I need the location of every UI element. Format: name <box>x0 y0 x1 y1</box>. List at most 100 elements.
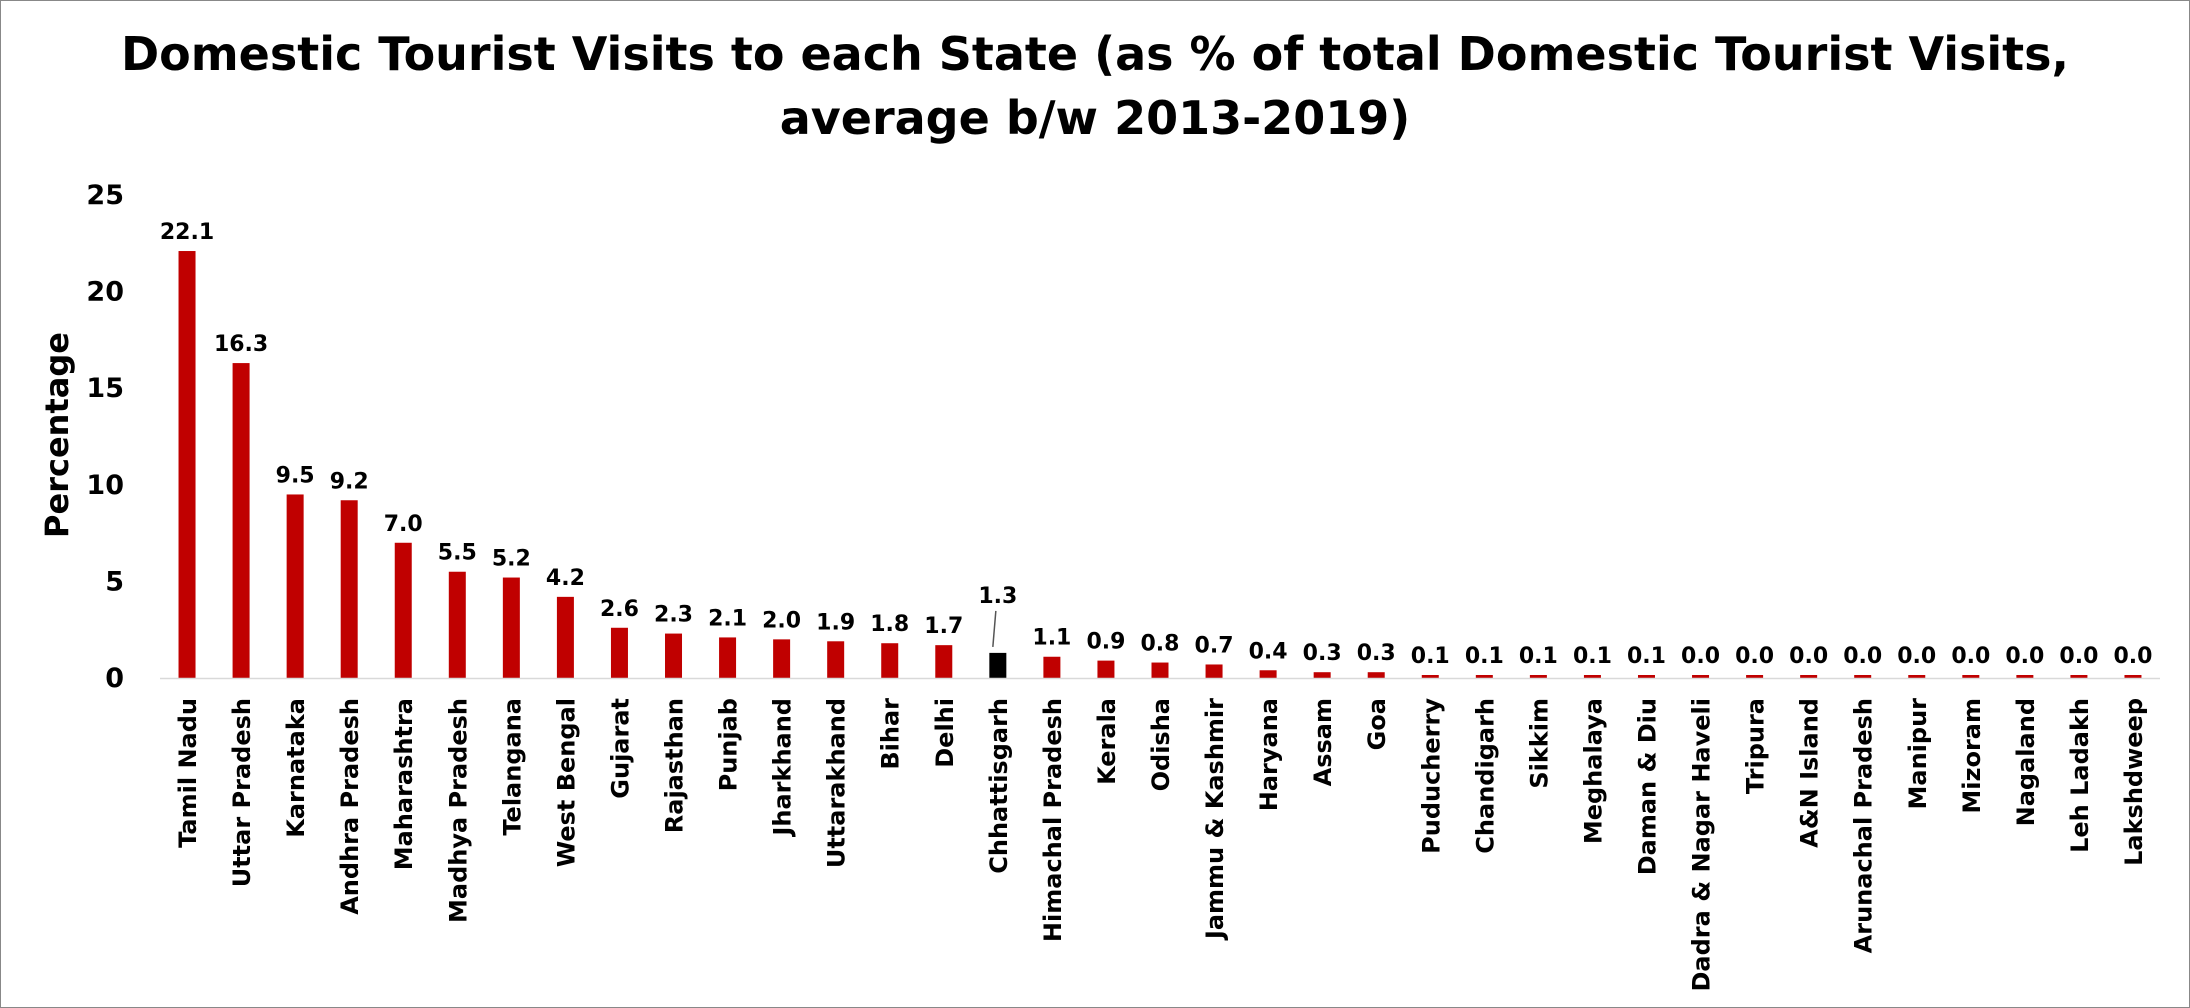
bar <box>773 639 791 678</box>
chart-title: Domestic Tourist Visits to each State (a… <box>0 22 2190 150</box>
category-label: Odisha <box>1147 698 1175 791</box>
bar <box>1313 672 1331 678</box>
bar <box>1962 675 1980 678</box>
data-label: 0.7 <box>1195 633 1234 658</box>
y-axis: 0 5 10 15 20 25 <box>86 180 124 694</box>
y-tick-label: 0 <box>105 663 124 694</box>
data-label: 0.0 <box>1897 644 1936 669</box>
bar <box>1205 664 1223 678</box>
data-label: 4.2 <box>546 566 585 591</box>
bar <box>2070 675 2088 678</box>
bar <box>286 494 304 678</box>
data-label: 0.0 <box>1735 644 1774 669</box>
bar <box>448 571 466 678</box>
bar <box>340 500 358 678</box>
category-label: Leh Ladakh <box>2066 698 2094 853</box>
bar <box>1151 662 1169 678</box>
bar <box>1367 672 1385 678</box>
data-label: 0.0 <box>2059 644 2098 669</box>
bars <box>178 251 2142 678</box>
data-label: 0.0 <box>1951 644 1990 669</box>
category-label: Tamil Nadu <box>174 698 202 848</box>
data-label: 5.5 <box>438 541 477 566</box>
bar <box>935 645 953 678</box>
bar <box>1746 675 1764 678</box>
category-label: Bihar <box>877 698 905 770</box>
data-label: 1.1 <box>1032 626 1071 651</box>
category-labels: Tamil Nadu Uttar Pradesh Karnataka Andhra P… <box>174 698 2148 992</box>
data-label: 0.3 <box>1357 641 1396 666</box>
category-label: Maharashtra <box>390 698 418 870</box>
data-label: 1.3 <box>978 584 1017 609</box>
data-label: 0.0 <box>1789 644 1828 669</box>
category-label: Daman & Diu <box>1633 698 1661 875</box>
category-label: Telangana <box>498 698 526 836</box>
bar <box>232 363 250 678</box>
bar <box>610 627 628 678</box>
category-label: Himachal Pradesh <box>1039 698 1067 942</box>
bar <box>556 596 574 678</box>
bar <box>1908 675 1926 678</box>
bar <box>2016 675 2034 678</box>
data-label: 0.1 <box>1465 644 1504 669</box>
category-label: Lakshdweep <box>2120 698 2148 866</box>
data-label: 0.0 <box>1843 644 1882 669</box>
data-label: 0.3 <box>1303 641 1342 666</box>
bar <box>1043 656 1061 678</box>
category-label: Madhya Pradesh <box>444 698 472 923</box>
data-label-leader <box>992 610 997 647</box>
bar <box>1421 675 1439 678</box>
bar <box>989 652 1007 678</box>
data-label: 0.0 <box>2005 644 2044 669</box>
category-label: Nagaland <box>2012 698 2040 826</box>
data-label: 0.9 <box>1086 630 1125 655</box>
category-label: Sikkim <box>1525 698 1553 789</box>
y-tick-label: 10 <box>86 470 124 501</box>
bar <box>1692 675 1710 678</box>
category-label: Arunachal Pradesh <box>1850 698 1878 953</box>
data-label: 0.1 <box>1519 644 1558 669</box>
data-label: 9.5 <box>276 463 315 488</box>
category-label: Uttar Pradesh <box>228 698 256 887</box>
bar <box>1800 675 1818 678</box>
category-label: Gujarat <box>606 698 634 799</box>
data-label: 0.1 <box>1573 644 1612 669</box>
category-label: Meghalaya <box>1579 698 1607 844</box>
category-label: West Bengal <box>552 698 580 867</box>
category-label: Karnataka <box>282 698 310 838</box>
data-label: 22.1 <box>160 220 214 245</box>
category-label: Assam <box>1309 698 1337 786</box>
bar <box>719 637 737 678</box>
category-label: A&N Island <box>1796 698 1824 848</box>
data-label: 2.3 <box>654 603 693 628</box>
category-label: Delhi <box>931 698 959 768</box>
data-label: 16.3 <box>214 332 268 357</box>
y-axis-label: Percentage <box>38 332 76 538</box>
category-label: Andhra Pradesh <box>336 698 364 915</box>
bar <box>394 542 412 678</box>
bar <box>1097 660 1115 678</box>
category-label: Puducherry <box>1417 698 1445 854</box>
category-label: Uttarakhand <box>823 698 851 868</box>
bar <box>827 641 845 678</box>
data-label: 5.2 <box>492 547 531 572</box>
bar <box>1854 675 1872 678</box>
bar <box>178 251 196 678</box>
data-label: 9.2 <box>330 469 369 494</box>
y-tick-label: 5 <box>105 566 124 597</box>
data-label: 1.8 <box>870 612 909 637</box>
category-label: Tripura <box>1742 698 1770 794</box>
data-label: 0.1 <box>1627 644 1666 669</box>
data-label: 0.4 <box>1249 639 1288 664</box>
category-label: Punjab <box>715 698 743 791</box>
category-label: Chhattisgarh <box>985 698 1013 874</box>
category-label: Goa <box>1363 698 1391 750</box>
bar <box>1475 675 1493 678</box>
category-label: Manipur <box>1904 698 1932 810</box>
y-tick-label: 15 <box>86 373 124 404</box>
bar <box>2124 675 2142 678</box>
bar <box>881 643 899 678</box>
data-label: 0.8 <box>1141 632 1180 657</box>
